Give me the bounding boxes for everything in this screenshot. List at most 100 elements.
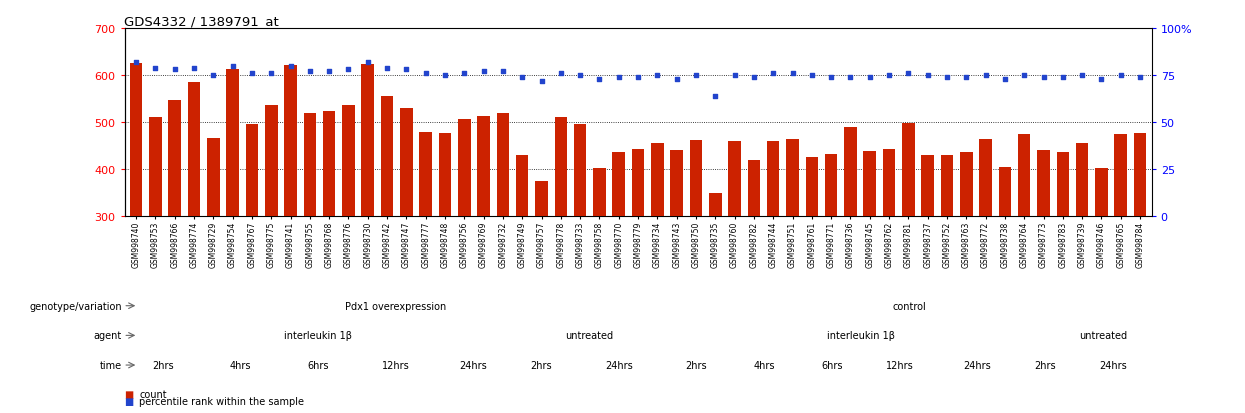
Point	[976, 73, 996, 79]
Bar	[708, 193, 722, 358]
Text: count: count	[139, 389, 167, 399]
Point	[126, 59, 146, 66]
Bar	[883, 149, 895, 358]
Bar	[554, 117, 568, 358]
Text: interleukin 1β: interleukin 1β	[284, 330, 352, 341]
Bar	[864, 152, 876, 358]
Point	[203, 73, 223, 79]
Point	[822, 74, 842, 81]
Bar	[806, 158, 818, 358]
Bar	[1076, 144, 1088, 358]
Text: GDS4332 / 1389791_at: GDS4332 / 1389791_at	[124, 15, 279, 28]
Point	[396, 67, 416, 74]
Text: ■: ■	[124, 389, 133, 399]
Bar	[1018, 135, 1031, 358]
Bar	[342, 105, 355, 358]
Text: untreated: untreated	[565, 330, 614, 341]
Bar	[438, 134, 451, 358]
Bar	[361, 65, 373, 358]
Bar	[960, 152, 972, 358]
Point	[146, 65, 166, 72]
Point	[725, 73, 745, 79]
Bar	[787, 139, 799, 358]
Text: 24hrs: 24hrs	[459, 360, 487, 370]
Text: 4hrs: 4hrs	[230, 360, 251, 370]
Text: interleukin 1β: interleukin 1β	[827, 330, 895, 341]
Text: untreated: untreated	[1079, 330, 1127, 341]
Bar	[825, 155, 838, 358]
Text: 12hrs: 12hrs	[885, 360, 914, 370]
Point	[783, 71, 803, 77]
Text: 6hrs: 6hrs	[308, 360, 329, 370]
Text: 2hrs: 2hrs	[530, 360, 552, 370]
Bar	[129, 64, 142, 358]
Text: control: control	[893, 301, 926, 311]
Bar	[497, 114, 509, 358]
Bar	[515, 156, 528, 358]
Point	[357, 59, 377, 66]
Point	[473, 69, 493, 76]
Bar	[941, 156, 954, 358]
Point	[629, 74, 649, 81]
Point	[435, 73, 454, 79]
Bar	[574, 125, 586, 358]
Text: 24hrs: 24hrs	[1099, 360, 1127, 370]
Bar	[1114, 135, 1127, 358]
Bar	[420, 132, 432, 358]
Text: 2hrs: 2hrs	[686, 360, 707, 370]
Point	[319, 69, 339, 76]
Bar	[728, 142, 741, 358]
Bar	[670, 151, 684, 358]
Point	[416, 71, 436, 77]
Bar	[381, 97, 393, 358]
Text: 24hrs: 24hrs	[964, 360, 991, 370]
Bar	[284, 66, 296, 358]
Bar	[322, 112, 335, 358]
Point	[647, 73, 667, 79]
Bar	[1134, 133, 1147, 358]
Point	[937, 74, 957, 81]
Bar	[767, 142, 779, 358]
Bar	[998, 168, 1011, 358]
Text: percentile rank within the sample: percentile rank within the sample	[139, 396, 305, 406]
Point	[840, 74, 860, 81]
Bar	[1037, 151, 1050, 358]
Text: 24hrs: 24hrs	[605, 360, 632, 370]
Point	[706, 93, 726, 100]
Point	[1033, 74, 1053, 81]
Text: Pdx1 overexpression: Pdx1 overexpression	[345, 301, 447, 311]
Point	[223, 63, 243, 70]
Point	[609, 74, 629, 81]
Bar	[477, 117, 489, 358]
Point	[686, 73, 706, 79]
Point	[164, 67, 184, 74]
Point	[763, 71, 783, 77]
Bar	[149, 118, 162, 358]
Text: time: time	[100, 360, 122, 370]
Point	[1072, 73, 1092, 79]
Text: agent: agent	[93, 330, 122, 341]
Point	[899, 71, 919, 77]
Point	[493, 69, 513, 76]
Point	[667, 76, 687, 83]
Bar	[400, 108, 412, 358]
Point	[280, 63, 300, 70]
Bar	[593, 169, 606, 358]
Bar	[245, 124, 258, 358]
Text: 12hrs: 12hrs	[382, 360, 410, 370]
Bar	[844, 128, 857, 358]
Bar	[458, 120, 471, 358]
Point	[532, 78, 552, 85]
Bar	[535, 182, 548, 358]
Point	[570, 73, 590, 79]
Bar	[227, 70, 239, 358]
Point	[550, 71, 570, 77]
Bar	[903, 124, 915, 358]
Text: 6hrs: 6hrs	[822, 360, 843, 370]
Bar	[921, 156, 934, 358]
Bar	[748, 160, 761, 358]
Point	[512, 74, 532, 81]
Point	[802, 73, 822, 79]
Text: genotype/variation: genotype/variation	[30, 301, 122, 311]
Point	[860, 74, 880, 81]
